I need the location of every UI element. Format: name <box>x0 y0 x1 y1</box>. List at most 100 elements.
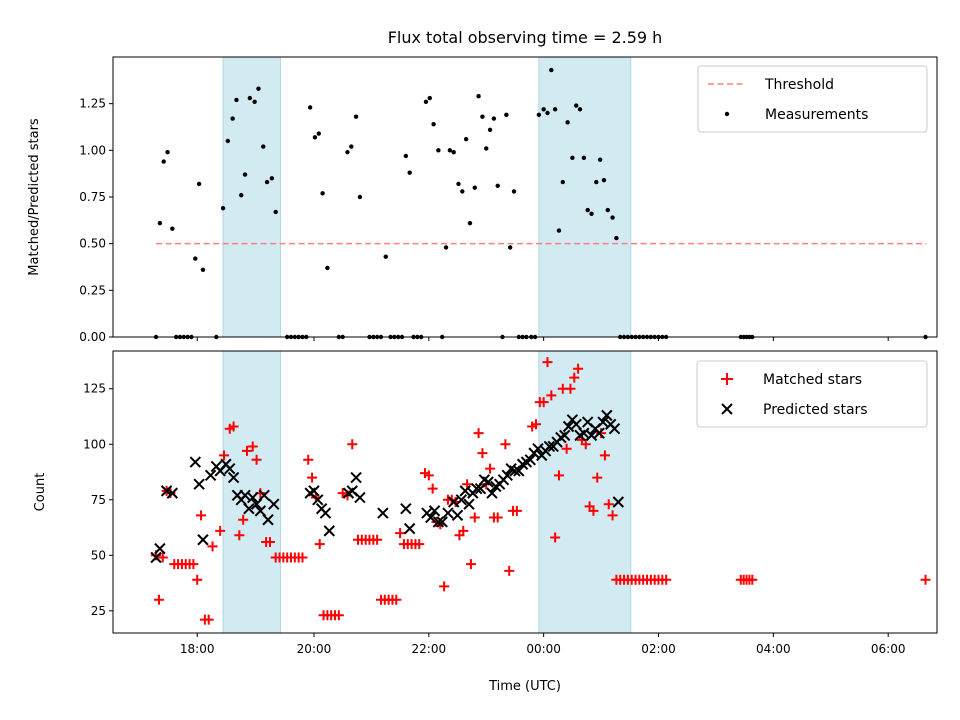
measurement-point <box>577 107 583 112</box>
measurement-point <box>495 183 500 188</box>
measurement-point <box>447 148 453 153</box>
matched-star-marker <box>504 565 515 576</box>
measurement-point <box>552 107 558 112</box>
measurement-point <box>597 157 603 162</box>
top-legend: Threshold Measurements <box>697 65 928 133</box>
measurement-point <box>460 189 465 194</box>
predicted-star-marker <box>524 454 536 466</box>
matched-star-marker <box>238 514 249 525</box>
matched-star-marker <box>607 510 618 521</box>
x-tick-label: 18:00 <box>180 642 215 656</box>
matched-star-marker <box>337 488 348 499</box>
bottom-shaded-intervals <box>222 350 632 634</box>
measurement-point <box>574 103 579 108</box>
measurement-point <box>423 99 429 105</box>
measurement-point <box>594 179 599 185</box>
bottom-legend: Matched stars Predicted stars <box>696 360 928 428</box>
x-axis-label: Time (UTC) <box>488 679 561 694</box>
measurement-point <box>161 159 166 164</box>
predicted-star-marker <box>436 516 448 528</box>
x-tick-label: 20:00 <box>297 642 332 656</box>
measurement-point <box>605 207 610 213</box>
measurement-point <box>487 127 493 132</box>
matched-star-marker <box>333 610 344 621</box>
measurement-point <box>307 105 313 110</box>
predicted-star-marker <box>197 534 209 546</box>
x-tick-label: 06:00 <box>871 642 906 656</box>
predicted-star-marker <box>455 494 468 506</box>
matched-star-marker <box>347 439 358 450</box>
matched-star-marker <box>538 397 549 408</box>
matched-star-marker <box>423 470 434 481</box>
measurement-point <box>614 235 619 241</box>
predicted-star-marker <box>247 491 259 504</box>
predicted-star-marker <box>227 471 240 484</box>
measurement-point <box>549 67 554 73</box>
predicted-star-marker <box>403 522 416 535</box>
bottom-y-tick-label: 125 <box>83 382 106 396</box>
predicted-star-marker <box>442 507 454 519</box>
measurement-point <box>484 146 489 151</box>
predicted-star-marker <box>258 489 270 502</box>
top-y-ticks: 0.00 0.25 0.50 0.75 1.00 1.25 <box>79 97 113 344</box>
predicted-star-marker <box>377 507 389 519</box>
measurement-point <box>239 192 244 198</box>
measurement-point <box>581 155 587 160</box>
predicted-star-marker <box>193 478 205 490</box>
predicted-star-marker <box>350 471 362 484</box>
predicted-star-marker <box>601 409 613 422</box>
measurement-point <box>230 116 235 121</box>
bottom-y-tick-label: 100 <box>83 437 106 451</box>
measurement-point <box>407 170 412 175</box>
measurement-point <box>463 136 469 142</box>
predicted-star-marker <box>308 485 320 497</box>
bottom-y-axis-label: Count <box>33 473 48 512</box>
top-y-tick-label: 1.00 <box>79 143 106 157</box>
measurement-point <box>443 245 449 250</box>
matched-star-marker <box>469 512 480 523</box>
matched-star-marker <box>599 450 610 461</box>
matched-star-marker <box>565 383 576 394</box>
matched-star-marker <box>596 428 607 439</box>
shaded-interval <box>538 56 632 338</box>
matched-star-marker <box>661 574 672 585</box>
matched-star-marker <box>219 450 230 461</box>
measurement-point <box>269 176 275 181</box>
matched-star-marker <box>234 530 245 541</box>
predicted-star-marker <box>154 542 166 555</box>
measurement-point <box>234 97 239 103</box>
matched-star-marker <box>588 505 599 516</box>
measurement-point <box>570 155 575 160</box>
matched-star-marker <box>473 428 484 439</box>
measurement-point <box>264 179 270 185</box>
predicted-star-marker <box>204 469 217 482</box>
measurement-point <box>601 178 607 183</box>
measurement-point <box>427 95 432 101</box>
measurement-point <box>545 110 550 116</box>
top-panel: 0.00 0.25 0.50 0.75 1.00 1.25 Matched/Predict… <box>27 56 938 344</box>
top-y-tick-label: 0.25 <box>79 283 106 297</box>
matched-star-marker <box>462 479 473 490</box>
matched-star-marker <box>485 463 496 474</box>
measurement-point <box>504 112 509 118</box>
matched-star-marker <box>592 472 603 483</box>
matched-star-marker <box>569 372 580 383</box>
measurement-point <box>403 153 409 159</box>
measurement-point <box>556 228 562 233</box>
matched-star-marker <box>247 441 258 452</box>
matched-star-marker <box>561 443 572 454</box>
measurement-point <box>589 211 594 216</box>
measurement-point <box>316 131 321 136</box>
bottom-axes-frame <box>112 350 938 634</box>
shaded-interval <box>538 350 632 634</box>
predicted-star-marker <box>400 502 412 515</box>
measurement-point <box>436 148 441 153</box>
measurement-point <box>349 144 354 149</box>
measurement-point <box>170 226 175 231</box>
matched-star-marker <box>580 439 591 450</box>
matched-star-marker <box>427 483 438 494</box>
bottom-panel: 25 50 75 100 125 18:00 20:00 22:00 00:00 02:00 04… <box>33 350 938 694</box>
measurement-point <box>256 86 261 91</box>
measurement-point <box>353 114 359 119</box>
x-tick-label: 22:00 <box>412 642 447 656</box>
